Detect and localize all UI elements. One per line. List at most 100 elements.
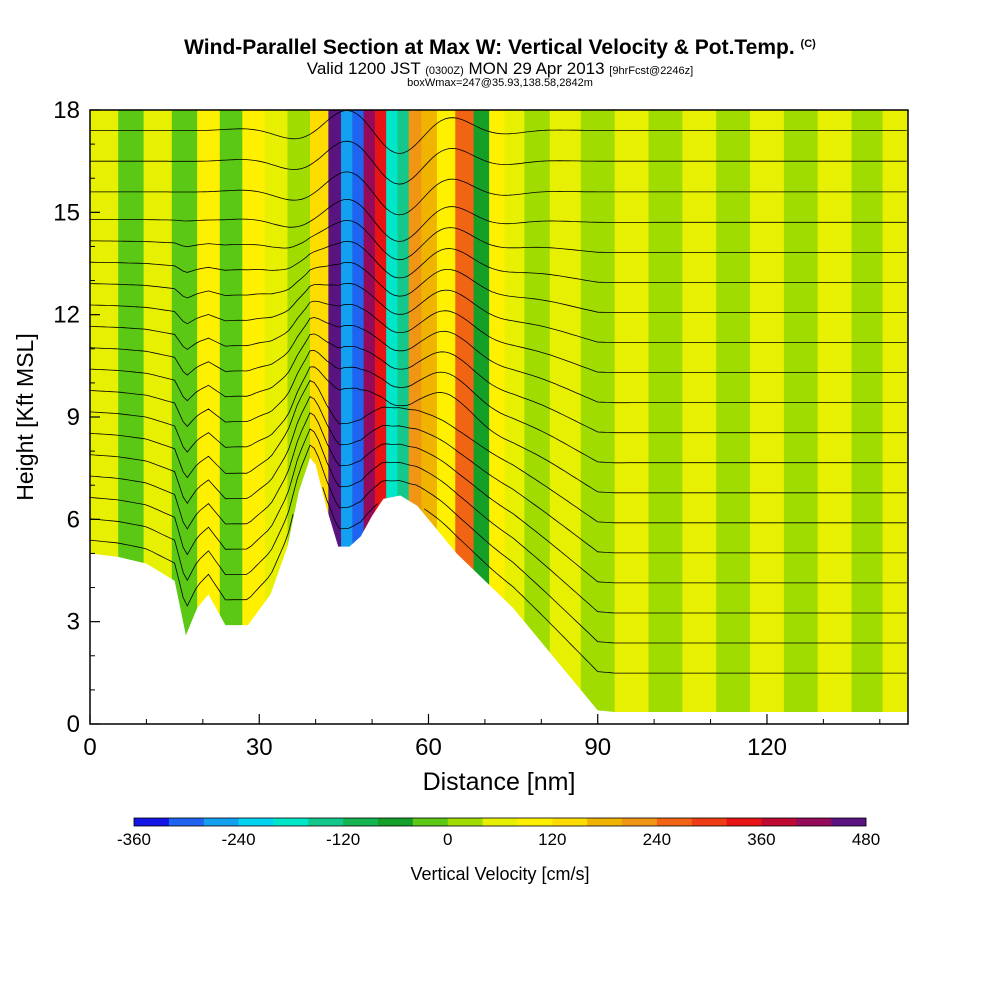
isentrope-line (90, 428, 907, 614)
x-tick-label: 60 (415, 734, 442, 761)
isentrope-line (90, 366, 907, 494)
colorbar-tick-label: -120 (326, 830, 360, 849)
isentrope-line (90, 379, 907, 524)
plot-area (90, 110, 908, 724)
w-column (242, 110, 266, 724)
w-column (397, 110, 410, 724)
colorbar-swatch (761, 818, 797, 826)
potential-temperature-contours (90, 110, 907, 674)
w-column (580, 110, 616, 724)
w-column (648, 110, 683, 724)
y-tick-label: 0 (67, 711, 80, 738)
x-tick-label: 0 (83, 734, 96, 761)
y-tick-label: 3 (67, 609, 80, 636)
colorbar-swatch (273, 818, 309, 826)
chart-title: Wind-Parallel Section at Max W: Vertical… (0, 36, 1000, 60)
colorbar-tick-label: 0 (443, 830, 452, 849)
w-column (374, 110, 387, 724)
colorbar-swatch (203, 818, 239, 826)
w-column (682, 110, 717, 724)
colorbar-tick-label: 360 (747, 830, 775, 849)
colorbar-tick-label: -360 (117, 830, 151, 849)
w-column (882, 110, 908, 724)
w-column (504, 110, 525, 724)
colorbar-swatch (622, 818, 658, 826)
terrain-mask (90, 457, 908, 724)
isentrope-line (90, 317, 907, 404)
colorbar-swatch (378, 818, 414, 826)
colorbar-swatch (517, 818, 553, 826)
colorbar-swatch (308, 818, 344, 826)
colorbar-label: Vertical Velocity [cm/s] (410, 864, 589, 884)
forecast-info: [9hrFcst@2246z] (609, 65, 694, 77)
w-column (386, 110, 398, 724)
w-column (473, 110, 490, 724)
w-column (549, 110, 582, 724)
isentrope-line (90, 487, 907, 674)
isentrope-line (90, 444, 907, 644)
colorbar-swatch (482, 818, 518, 826)
isentrope-line (90, 171, 907, 216)
colorbar: -360 -240 -120 0 120 240 360 480 (117, 817, 880, 849)
valid-prefix: Valid 1200 JST (306, 59, 421, 78)
isentrope-line (90, 396, 907, 554)
colorbar-swatch (831, 818, 867, 826)
colorbar-tick-label: 120 (538, 830, 566, 849)
w-column (783, 110, 819, 724)
x-tick-label: 120 (747, 734, 787, 761)
w-column (851, 110, 884, 724)
isentrope-line (90, 333, 907, 434)
w-column (716, 110, 751, 724)
valid-utc: (0300Z) (425, 65, 464, 77)
axes: 0 30 60 90 120 0 3 6 9 12 15 18 (53, 97, 881, 761)
y-tick-label: 9 (67, 404, 80, 431)
y-tick-label: 18 (53, 97, 80, 124)
w-column (750, 110, 785, 724)
w-column (363, 110, 376, 724)
colorbar-tick-label: 480 (852, 830, 880, 849)
colorbar-frame (133, 817, 867, 827)
y-tick-label: 15 (53, 199, 80, 226)
isentrope-line (90, 219, 907, 261)
colorbar-swatch (552, 818, 588, 826)
w-column (524, 110, 551, 724)
w-column (341, 110, 353, 724)
w-column (219, 110, 243, 724)
colorbar-tick-label: 240 (643, 830, 671, 849)
y-tick-label: 12 (53, 302, 80, 329)
colorbar-swatch (691, 818, 727, 826)
w-column (817, 110, 853, 724)
isentrope-line (90, 412, 907, 584)
title-text: Wind-Parallel Section at Max W: Vertical… (184, 36, 795, 59)
isentrope-line (90, 110, 907, 154)
colorbar-swatch (587, 818, 623, 826)
x-axis-label: Distance [nm] (423, 768, 576, 796)
w-column (352, 110, 365, 724)
w-column (614, 110, 649, 724)
isentrope-line (90, 261, 907, 313)
colorbar-swatch (134, 818, 170, 826)
colorbar-swatch (656, 818, 693, 826)
valid-time-line: Valid 1200 JST (0300Z) MON 29 Apr 2013 [… (0, 59, 1000, 79)
y-tick-label: 6 (67, 506, 80, 533)
colorbar-swatch (168, 818, 205, 826)
colorbar-tick-label: -240 (222, 830, 256, 849)
colorbar-swatch (726, 818, 762, 826)
box-info: boxWmax=247@35.93,138.58,2842m (407, 77, 593, 89)
isentrope-line (90, 240, 907, 283)
isentrope-line (90, 349, 907, 464)
isentrope-line (90, 282, 907, 343)
colorbar-swatch (447, 818, 483, 826)
colorbar-swatch (412, 818, 449, 826)
title-unit: (C) (800, 38, 816, 50)
isentrope-line (90, 300, 907, 373)
colorbar-swatch (796, 818, 832, 826)
x-tick-label: 30 (246, 734, 273, 761)
y-axis-label: Height [Kft MSL] (12, 333, 38, 500)
valid-date: MON 29 Apr 2013 (468, 59, 605, 78)
colorbar-swatch (238, 818, 274, 826)
isentrope-line (90, 198, 907, 242)
colorbar-swatch (343, 818, 379, 826)
w-column (197, 110, 221, 724)
